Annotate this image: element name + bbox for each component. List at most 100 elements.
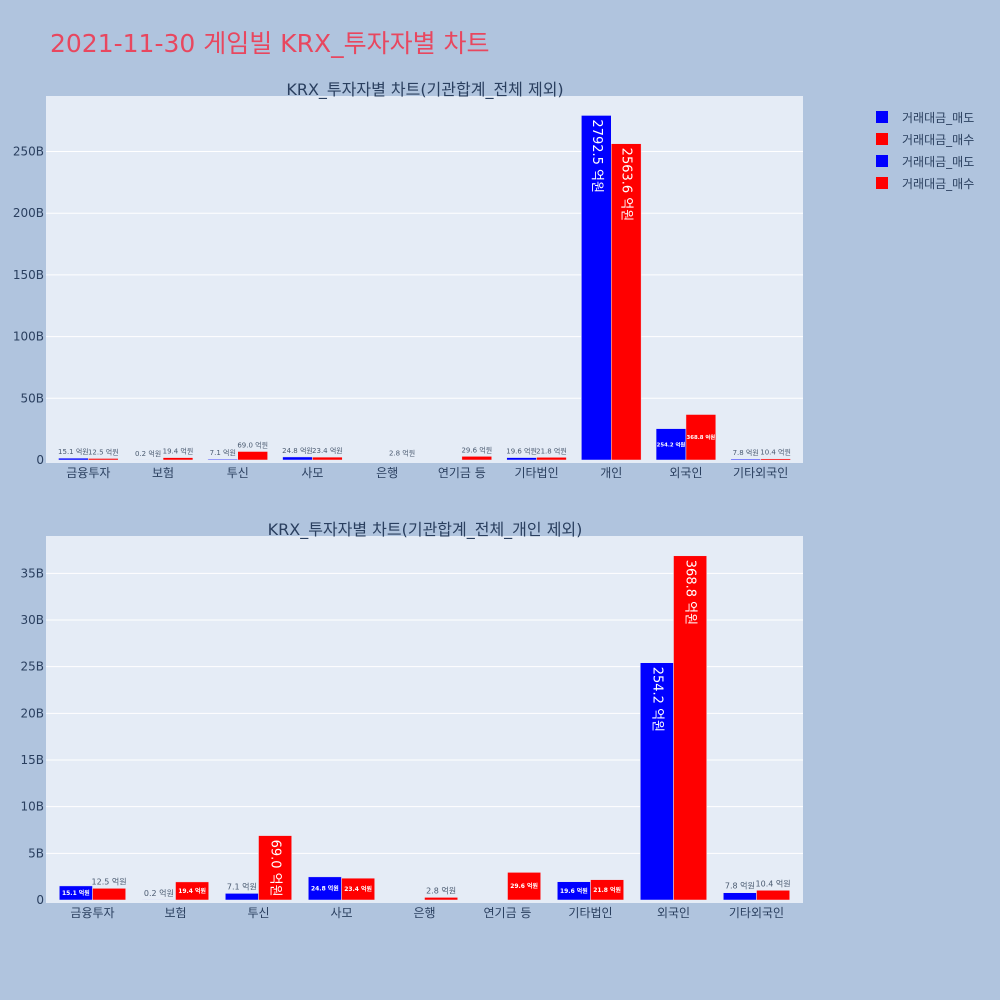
data-label: 29.6 억원 bbox=[510, 882, 538, 890]
x-tick-label: 연기금 등 bbox=[484, 906, 532, 920]
legend[interactable]: 거래대금_매도 거래대금_매수 거래대금_매도 거래대금_매수 bbox=[876, 106, 974, 194]
bar bbox=[258, 835, 292, 901]
bar bbox=[88, 458, 119, 461]
plot-area bbox=[46, 96, 803, 463]
data-label: 24.8 억원 bbox=[282, 446, 313, 455]
bar bbox=[312, 456, 343, 461]
x-tick-label: 보험 bbox=[164, 906, 186, 920]
legend-label: 거래대금_매도 bbox=[902, 154, 975, 169]
data-label: 69.0 억원 bbox=[237, 440, 268, 449]
bar bbox=[536, 457, 567, 461]
data-label: 254.2 억원 bbox=[657, 440, 686, 448]
y-tick-label: 20B bbox=[20, 706, 44, 720]
y-tick-label: 0 bbox=[36, 893, 44, 907]
bar bbox=[760, 458, 791, 461]
bar bbox=[611, 143, 642, 461]
y-tick-label: 100B bbox=[13, 330, 44, 344]
bar bbox=[506, 457, 537, 461]
data-label: 19.4 억원 bbox=[178, 887, 206, 895]
bar bbox=[175, 881, 209, 901]
legend-item-buy[interactable]: 거래대금_매수 bbox=[876, 172, 974, 194]
x-tick-label: 연기금 등 bbox=[438, 466, 486, 480]
x-tick-label: 은행 bbox=[413, 905, 435, 920]
x-tick-label: 사모 bbox=[301, 466, 323, 480]
x-tick-label: 외국인 bbox=[657, 906, 690, 920]
legend-label: 거래대금_매도 bbox=[902, 110, 975, 125]
bar bbox=[162, 457, 194, 461]
y-tick-label: 150B bbox=[13, 268, 44, 282]
data-label: 19.6 억원 bbox=[560, 887, 588, 895]
x-tick-label: 은행 bbox=[376, 465, 398, 480]
y-tick-label: 10B bbox=[20, 800, 44, 814]
data-label: 69.0 억원 bbox=[268, 840, 283, 897]
data-label: 2792.5 억원 bbox=[589, 119, 604, 193]
data-label: 7.1 억원 bbox=[210, 448, 236, 457]
y-tick-label: 0 bbox=[36, 453, 44, 467]
y-tick-label: 25B bbox=[20, 660, 44, 674]
x-tick-label: 외국인 bbox=[669, 466, 702, 480]
data-label: 19.4 억원 bbox=[163, 447, 194, 456]
x-tick-label: 투신 bbox=[247, 906, 269, 920]
bar bbox=[673, 555, 707, 901]
data-label: 0.2 억원 bbox=[144, 888, 174, 898]
y-tick-label: 50B bbox=[20, 391, 44, 405]
data-label: 15.1 억원 bbox=[62, 889, 90, 897]
bar bbox=[730, 458, 761, 461]
data-label: 7.1 억원 bbox=[227, 881, 257, 891]
x-tick-label: 투신 bbox=[227, 466, 249, 480]
x-tick-label: 기타법인 bbox=[514, 466, 558, 480]
data-label: 21.8 억원 bbox=[536, 446, 567, 455]
y-tick-label: 200B bbox=[13, 206, 44, 220]
bar bbox=[341, 877, 375, 901]
legend-item-buy[interactable]: 거래대금_매수 bbox=[876, 128, 974, 150]
data-label: 2.8 억원 bbox=[426, 885, 456, 895]
x-tick-label: 보험 bbox=[152, 466, 174, 480]
legend-label: 거래대금_매수 bbox=[902, 176, 975, 191]
legend-swatch bbox=[876, 177, 888, 189]
legend-item-sell[interactable]: 거래대금_매도 bbox=[876, 150, 974, 172]
data-label: 2563.6 억원 bbox=[619, 148, 634, 222]
x-tick-label: 기타외국인 bbox=[729, 906, 784, 920]
legend-swatch bbox=[876, 155, 888, 167]
data-label: 2.8 억원 bbox=[389, 449, 415, 458]
data-label: 21.8 억원 bbox=[593, 886, 621, 894]
bar bbox=[424, 897, 458, 901]
data-label: 12.5 억원 bbox=[92, 876, 127, 886]
x-tick-label: 기타법인 bbox=[568, 906, 612, 920]
bar bbox=[655, 428, 687, 461]
bar bbox=[685, 414, 717, 461]
data-label: 10.4 억원 bbox=[760, 448, 791, 457]
x-tick-label: 금융투자 bbox=[70, 906, 114, 920]
data-label: 19.6 억원 bbox=[506, 447, 537, 456]
y-tick-label: 250B bbox=[13, 145, 44, 159]
legend-item-sell[interactable]: 거래대금_매도 bbox=[876, 106, 974, 128]
chart-title: KRX_투자자별 차트(기관합계_전체_개인 제외) bbox=[268, 520, 583, 540]
data-label: 7.8 억원 bbox=[725, 881, 755, 891]
legend-swatch bbox=[876, 111, 888, 123]
x-tick-label: 기타외국인 bbox=[733, 466, 788, 480]
x-tick-label: 개인 bbox=[600, 466, 622, 480]
x-tick-label: 사모 bbox=[330, 906, 352, 920]
data-label: 12.5 억원 bbox=[88, 447, 119, 456]
bar bbox=[590, 879, 624, 901]
y-tick-label: 30B bbox=[20, 613, 44, 627]
bar bbox=[507, 872, 541, 901]
bar bbox=[581, 115, 612, 461]
data-label: 368.8 억원 bbox=[683, 560, 698, 625]
data-label: 254.2 억원 bbox=[649, 667, 664, 732]
legend-swatch bbox=[876, 133, 888, 145]
bar bbox=[225, 893, 259, 901]
bar bbox=[756, 890, 790, 901]
data-label: 15.1 억원 bbox=[58, 447, 89, 456]
y-tick-label: 15B bbox=[20, 753, 44, 767]
bar bbox=[237, 451, 268, 461]
bar bbox=[207, 458, 238, 461]
page-title: 2021-11-30 게임빌 KRX_투자자별 차트 bbox=[50, 29, 490, 58]
data-label: 23.4 억원 bbox=[312, 446, 343, 455]
bar bbox=[92, 888, 126, 901]
data-label: 29.6 억원 bbox=[461, 445, 492, 454]
bar bbox=[461, 456, 492, 461]
y-tick-label: 35B bbox=[20, 566, 44, 580]
bar bbox=[723, 892, 757, 901]
